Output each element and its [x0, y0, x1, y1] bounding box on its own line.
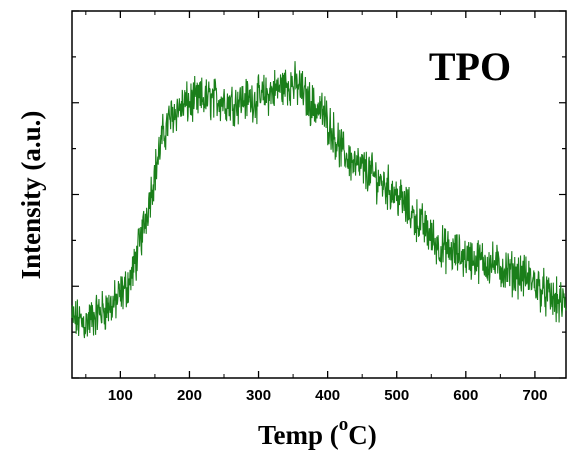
x-axis-label-sup: o: [339, 414, 349, 435]
x-tick-label-100: 100: [108, 387, 133, 404]
x-axis-label-end: C): [348, 420, 377, 450]
x-tick-label-500: 500: [384, 387, 409, 404]
x-tick-label-700: 700: [522, 387, 547, 404]
y-axis-label: Intensity (a.u.): [16, 111, 46, 280]
x-axis-label: Temp (oC): [258, 414, 377, 450]
x-tick-label-200: 200: [177, 387, 202, 404]
x-tick-label-600: 600: [453, 387, 478, 404]
minor-ticks: [85, 11, 501, 378]
x-tick-label-300: 300: [246, 387, 271, 404]
annotation-tpo: TPO: [429, 44, 511, 89]
x-axis-ticks: 100 200 300 400 500 600 700: [108, 11, 547, 404]
x-tick-label-400: 400: [315, 387, 340, 404]
x-axis-label-main: Temp (: [258, 420, 339, 450]
series-line: [71, 61, 567, 339]
